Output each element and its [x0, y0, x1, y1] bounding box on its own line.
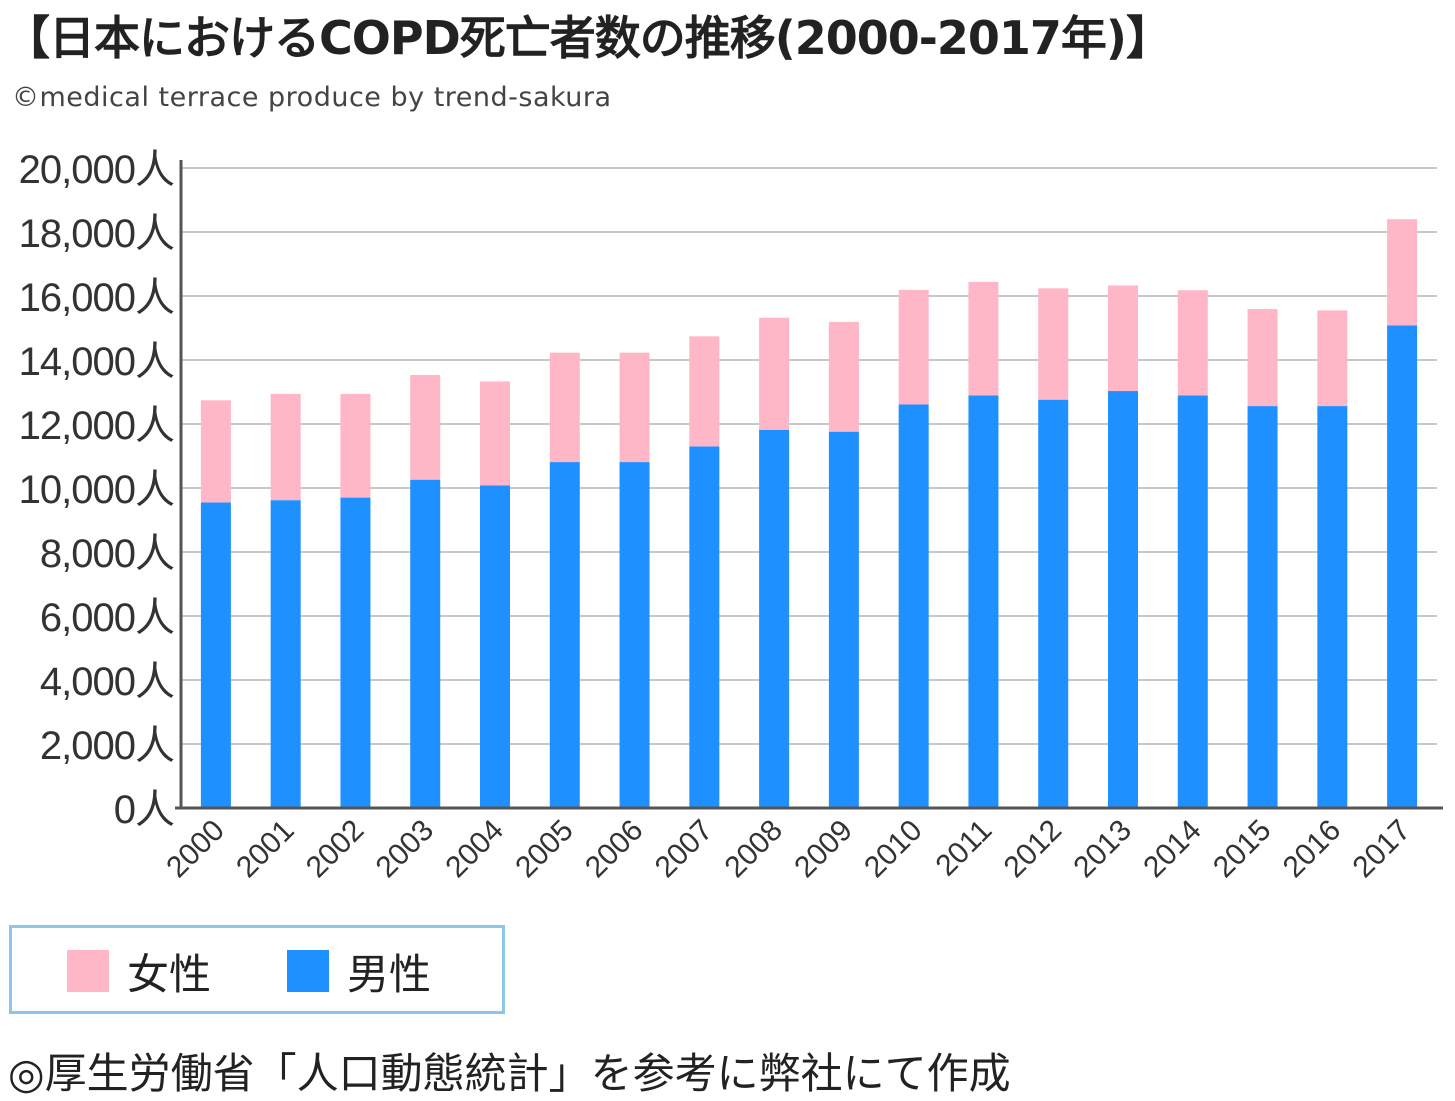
x-tick-label: 2015: [1207, 814, 1278, 885]
y-tick-label: 16,000人: [19, 276, 174, 320]
bar-segment: [898, 289, 929, 405]
bar-segment: [1177, 395, 1208, 808]
bar-segment: [898, 404, 929, 808]
x-tick-label: 2006: [579, 814, 650, 885]
bar-segment: [480, 485, 510, 808]
bar-segment: [689, 336, 720, 447]
bar-segment: [200, 502, 231, 808]
y-tick-label: 20,000人: [19, 148, 174, 192]
gridlines: [181, 167, 1437, 745]
y-tick-label: 18,000人: [19, 212, 174, 256]
bar-segment: [340, 497, 371, 808]
bar-segment: [619, 352, 650, 463]
x-tick-label: 2003: [370, 814, 441, 885]
y-tick-label: 10,000人: [19, 468, 174, 512]
bar-segment: [759, 429, 790, 808]
x-tick-label: 2010: [858, 814, 929, 885]
bar-segment: [828, 321, 859, 432]
y-tick-label: 4,000人: [40, 660, 174, 704]
legend-item-male: 男性: [287, 948, 431, 999]
bar-segment: [270, 393, 301, 501]
bar-segment: [1247, 406, 1278, 808]
bar-segment: [689, 446, 720, 808]
bar-segment: [1247, 309, 1278, 407]
bar-segment: [200, 400, 231, 503]
x-tick-label: 2008: [719, 814, 790, 885]
legend-swatch-male: [287, 950, 329, 992]
y-tick-label: 14,000人: [19, 340, 174, 384]
bar-segment: [410, 479, 441, 808]
x-tick-label: 2002: [300, 814, 371, 885]
bar-segment: [340, 393, 371, 498]
bar-segment: [1038, 399, 1069, 808]
bar-segment: [1177, 290, 1208, 396]
x-tick-label: 2011: [929, 814, 998, 883]
x-tick-label: 2009: [788, 814, 859, 885]
bar-segment: [270, 500, 301, 808]
bar-segment: [1108, 285, 1138, 392]
bar-segment: [619, 462, 650, 808]
bar-segment: [480, 381, 510, 486]
x-tick-label: 2017: [1347, 814, 1418, 885]
y-tick-label: 6,000人: [40, 596, 174, 640]
x-tick-label: 2016: [1277, 814, 1348, 885]
bars: [200, 219, 1418, 808]
legend-item-female: 女性: [67, 948, 211, 999]
stacked-bar-chart: 0人 2,000人 4,000人 6,000人 8,000人 10,000人 12,000人…: [19, 148, 1443, 885]
legend: 女性 男性: [9, 925, 505, 1014]
x-tick-label: 2001: [230, 814, 301, 885]
bar-segment: [1387, 325, 1418, 808]
bar-segment: [759, 317, 790, 430]
bar-segment: [549, 352, 580, 463]
bar-segment: [968, 395, 999, 808]
source-note: ◎厚生労働省「人口動態統計」を参考に弊社にて作成: [8, 1049, 1011, 1098]
x-tick-label: 2012: [998, 814, 1069, 885]
x-tick-labels: 2000 2001 2002 2003 2004 2005 2006 2007 2008 2009…: [160, 814, 1417, 885]
bar-segment: [549, 462, 580, 808]
bar-segment: [1387, 219, 1418, 326]
bar-segment: [1108, 391, 1138, 808]
x-tick-label: 2013: [1067, 814, 1138, 885]
x-tick-label: 2004: [439, 814, 510, 885]
y-tick-label: 8,000人: [40, 532, 174, 576]
y-tick-label: 12,000人: [19, 404, 174, 448]
chart-title: 【日本におけるCOPD死亡者数の推移(2000-2017年)】: [4, 11, 1172, 65]
bar-segment: [410, 375, 441, 480]
y-tick-label: 2,000人: [40, 724, 174, 768]
legend-label-female: 女性: [127, 949, 212, 999]
y-tick-labels: 0人 2,000人 4,000人 6,000人 8,000人 10,000人 12,000人…: [19, 148, 175, 832]
x-tick-label: 2005: [509, 814, 580, 885]
legend-swatch-female: [67, 950, 109, 992]
credit-line: ©medical terrace produce by trend-sakura: [12, 82, 612, 113]
bar-segment: [828, 431, 859, 808]
x-tick-label: 2007: [649, 814, 720, 885]
y-tick-label: 0人: [114, 788, 174, 832]
axes: [175, 160, 1443, 810]
bar-segment: [968, 281, 999, 396]
x-tick-label: 2014: [1137, 814, 1208, 885]
bar-segment: [1317, 310, 1348, 407]
bar-segment: [1317, 406, 1348, 808]
legend-label-male: 男性: [347, 949, 432, 999]
bar-segment: [1038, 288, 1069, 400]
